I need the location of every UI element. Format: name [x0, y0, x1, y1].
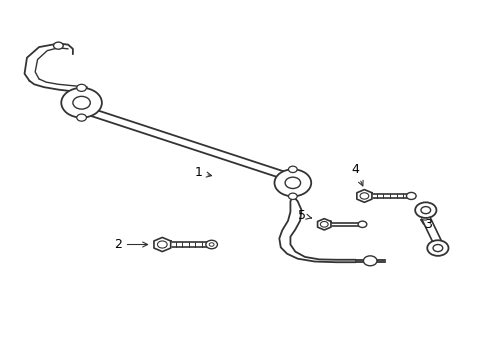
- Circle shape: [274, 169, 310, 196]
- Circle shape: [205, 240, 217, 249]
- Circle shape: [77, 84, 86, 91]
- Text: 5: 5: [297, 209, 311, 222]
- Circle shape: [427, 240, 447, 256]
- Circle shape: [432, 244, 442, 252]
- Circle shape: [73, 96, 90, 109]
- Circle shape: [61, 88, 102, 118]
- Circle shape: [288, 166, 297, 172]
- Polygon shape: [356, 190, 371, 202]
- Circle shape: [77, 114, 86, 121]
- Text: 1: 1: [194, 166, 211, 179]
- Circle shape: [420, 207, 430, 214]
- Text: 4: 4: [351, 163, 363, 186]
- Text: 2: 2: [114, 238, 147, 251]
- Circle shape: [53, 42, 63, 49]
- Circle shape: [288, 193, 297, 199]
- Circle shape: [359, 193, 368, 199]
- Polygon shape: [154, 238, 170, 252]
- Polygon shape: [317, 219, 330, 230]
- Circle shape: [363, 256, 376, 266]
- Circle shape: [157, 241, 167, 248]
- Circle shape: [209, 243, 214, 246]
- Circle shape: [285, 177, 300, 189]
- Text: 3: 3: [420, 218, 431, 231]
- Circle shape: [320, 221, 327, 227]
- Circle shape: [357, 221, 366, 228]
- Circle shape: [414, 202, 435, 218]
- Circle shape: [406, 192, 415, 199]
